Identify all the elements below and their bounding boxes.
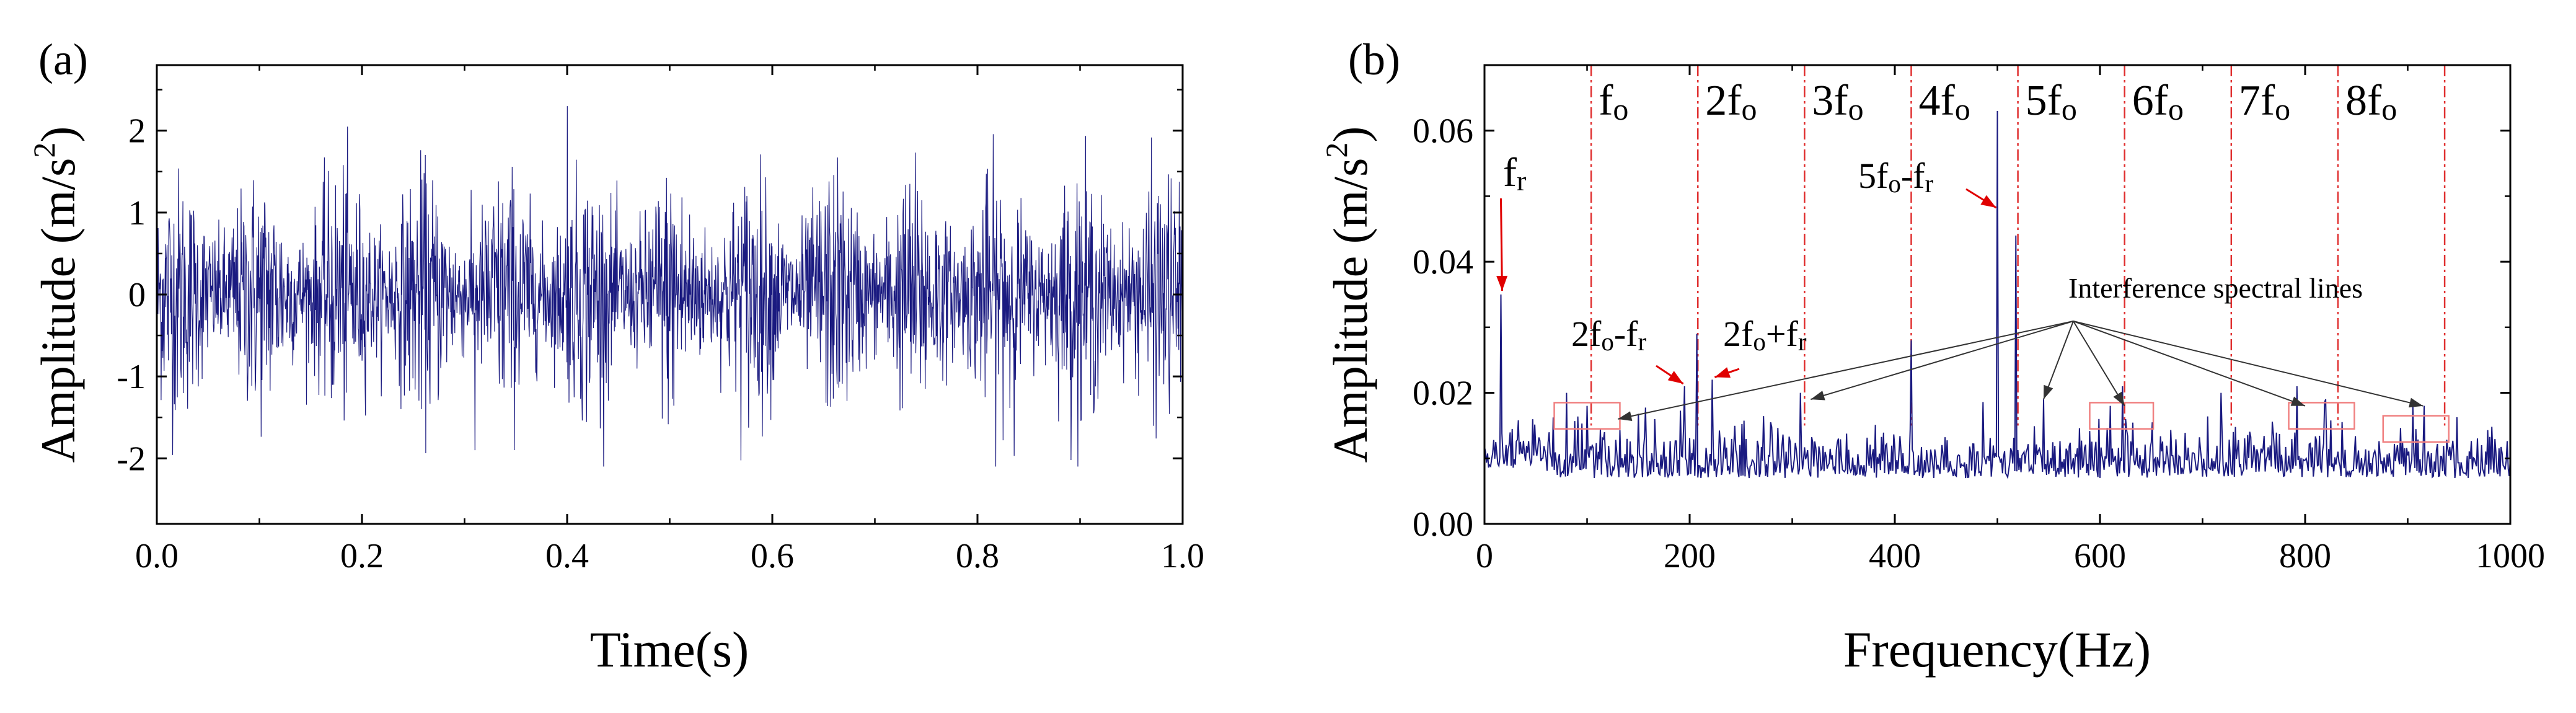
panel-b-xtick-label: 600: [2074, 537, 2126, 575]
panel-b-xtick-label: 800: [2279, 537, 2331, 575]
panel-b-interference-leader: [2073, 321, 2424, 407]
panel-b-xtick-label: 1000: [2476, 537, 2545, 575]
panel-a-xtick-label: 1.0: [1161, 537, 1204, 575]
panel-a-xtick-label: 0.0: [135, 537, 179, 575]
panel-b-ytick-label: 0.04: [1413, 243, 1473, 281]
panel-b-interference-arrowhead: [2113, 391, 2125, 406]
panel-b-interference-box: [2382, 415, 2450, 443]
panel-b-annot-fr-arrow-head: [1496, 275, 1508, 291]
panel-b-annotations: fr 2fo-fr 2fo+fr 5fo-fr: [1496, 150, 1997, 385]
panel-b-guide-label: 5fo: [2026, 77, 2077, 126]
panel-b-guide-label: 2fo: [1705, 77, 1757, 126]
panel-a-time-signal: (a) 0.0 0.2 0.4 0.6 0.8 1.0 -2 -1 0 1 2 Time(s) Am…: [27, 35, 1204, 678]
panel-b-interference-box: [2288, 402, 2355, 430]
panel-b-xtick-label: 400: [1869, 537, 1921, 575]
panel-b-guide-label: 6fo: [2132, 77, 2184, 126]
panel-b-interference-box: [1553, 402, 1621, 430]
panel-b-guide-label: fo: [1599, 77, 1628, 126]
panel-a-ytick-label: 0: [128, 276, 146, 314]
panel-b-trace: [1484, 110, 2511, 480]
panel-a-series-line: [156, 106, 1183, 467]
panel-a-ytick-label: -2: [117, 440, 146, 478]
panel-b-label: (b): [1348, 35, 1400, 84]
panel-b-annot-5fo-fr: 5fo-fr: [1858, 156, 1933, 198]
panel-b-annot-2fo+fr-arrow-head: [1714, 367, 1731, 378]
panel-b-ticks: 0 200 400 600 800 1000 0.00 0.02 0.04 0.06: [1413, 64, 2545, 575]
panel-b-interference-label: Interference spectral lines: [2068, 272, 2363, 304]
panel-b-annot-5fo-fr-arrow-head: [1980, 195, 1996, 208]
panel-a-ticks: 0.0 0.2 0.4 0.6 0.8 1.0 -2 -1 0 1 2: [117, 65, 1204, 575]
panel-b-interference-arrowhead: [2409, 397, 2424, 408]
panel-b-ytick-label: 0.00: [1413, 505, 1473, 544]
panel-b-annot-2fo-fr-arrow-head: [1667, 371, 1683, 384]
panel-b-guide-label: 8fo: [2345, 77, 2397, 126]
panel-b-interference-arrowhead: [1618, 411, 1633, 422]
panel-b-series-line: [1484, 110, 2511, 480]
panel-b-interference-arrowhead: [2290, 396, 2305, 406]
panel-b-guide-label: 4fo: [1918, 77, 1970, 126]
panel-a-label: (a): [38, 35, 88, 84]
panel-b-ylabel: Amplitude (m/s2): [1319, 126, 1377, 463]
panel-a-ytick-label: 2: [128, 112, 146, 151]
panel-a-xtick-label: 0.8: [956, 537, 999, 575]
panel-b-interference-leader: [2073, 321, 2306, 407]
panel-b-spectrum: (b) fo 2fo 3fo 4fo 5fo 6fo 7fo 8fo Interference…: [1319, 35, 2545, 678]
panel-b-xlabel: Frequency(Hz): [1843, 621, 2151, 678]
panel-a-xlabel: Time(s): [590, 621, 749, 678]
panel-b-interference-leader: [2073, 321, 2125, 407]
panel-a-ytick-label: 1: [128, 194, 146, 232]
panel-a-ylabel: Amplitude (m/s2): [27, 126, 85, 463]
panel-b-guide-label: 3fo: [1812, 77, 1863, 126]
panel-a-xtick-label: 0.4: [545, 537, 589, 575]
panel-b-ytick-label: 0.06: [1413, 112, 1473, 151]
panel-a-trace: [156, 106, 1183, 467]
panel-b-interference-boxes: [1553, 402, 2450, 443]
panel-b-annot-2fo-fr: 2fo-fr: [1571, 314, 1646, 356]
panel-b-interference-leader: [1617, 321, 2074, 420]
panel-b-xtick-label: 200: [1664, 537, 1716, 575]
panel-b-xtick-label: 0: [1476, 537, 1493, 575]
panel-b-interference-arrowhead: [2043, 384, 2053, 400]
panel-a-xtick-label: 0.6: [751, 537, 794, 575]
panel-b-interference-leaders: Interference spectral lines: [1617, 272, 2424, 422]
panel-a-xtick-label: 0.2: [340, 537, 384, 575]
panel-a-ytick-label: -1: [117, 358, 146, 396]
panel-b-annot-2fo+fr: 2fo+fr: [1723, 314, 1807, 356]
panel-b-annot-fr-arrow-line: [1499, 198, 1503, 291]
panel-b-guide-label: 7fo: [2239, 77, 2290, 126]
panel-b-interference-arrowhead: [1811, 391, 1825, 401]
panel-b-annot-fr: fr: [1503, 150, 1526, 197]
panel-b-interference-leader: [2043, 321, 2074, 400]
panel-b-ytick-label: 0.02: [1413, 374, 1473, 413]
panel-b-interference-leader: [1811, 321, 2074, 401]
panel-b-harmonic-guides: fo 2fo 3fo 4fo 5fo 6fo 7fo 8fo: [1590, 65, 2446, 426]
